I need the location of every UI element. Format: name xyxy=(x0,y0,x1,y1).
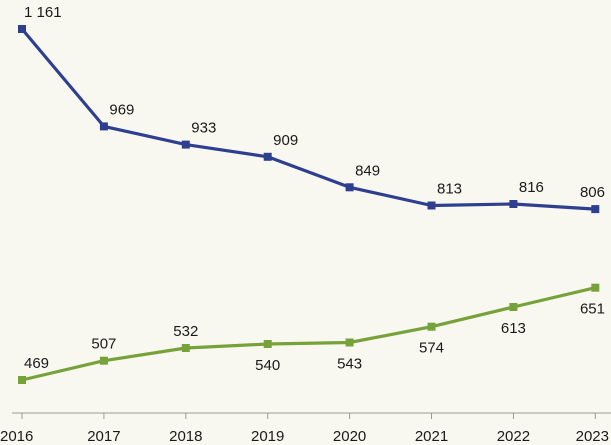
series-2-data-label: 651 xyxy=(580,301,605,318)
series-1-point xyxy=(181,140,190,149)
x-tick-label: 2021 xyxy=(415,428,448,445)
series-1-data-label: 849 xyxy=(355,162,380,179)
series-1-data-label: 909 xyxy=(273,132,298,149)
series-2-point xyxy=(591,283,600,292)
series-1-point xyxy=(509,200,518,208)
x-tick-label: 2023 xyxy=(576,428,609,445)
series-line-2 xyxy=(21,286,596,382)
series-1-data-label: 813 xyxy=(437,181,462,198)
x-tick-label: 2019 xyxy=(251,428,284,445)
x-tick-label: 2020 xyxy=(333,428,366,445)
x-axis: 2016 2017 2018 2019 2020 2021 2022 2023 xyxy=(0,412,611,445)
series-2-point xyxy=(263,340,272,348)
series-2-data-label: 532 xyxy=(173,323,198,340)
x-tick-label: 2018 xyxy=(169,428,202,445)
x-tick-label: 2017 xyxy=(87,428,120,445)
series-1-data-label: 806 xyxy=(580,184,605,201)
series-2-point xyxy=(427,322,436,331)
series-2-point xyxy=(18,376,26,384)
series-1-data-label: 816 xyxy=(519,179,544,196)
x-tick-label: 2022 xyxy=(497,428,530,445)
series-2-data-label: 613 xyxy=(501,320,526,337)
series-layer xyxy=(18,25,600,384)
series-2-data-label: 507 xyxy=(91,336,116,353)
series-1-data-label: 1 161 xyxy=(24,4,62,21)
series-2-point xyxy=(345,338,354,347)
series-1-point xyxy=(427,201,436,210)
series-2-data-label: 574 xyxy=(419,340,444,357)
series-1-point xyxy=(345,183,354,192)
data-labels: 1 161 969 933 909 849 813 816 806 469 507 532 540 54… xyxy=(24,4,605,374)
series-1-point xyxy=(263,152,272,161)
series-1-point xyxy=(591,205,600,214)
series-2-point xyxy=(99,356,108,365)
series-2-data-label: 543 xyxy=(337,356,362,373)
series-1-data-label: 969 xyxy=(109,101,134,118)
series-2-point xyxy=(181,344,190,352)
series-1-data-label: 933 xyxy=(191,120,216,137)
series-2-point xyxy=(509,303,518,311)
series-2-data-label: 469 xyxy=(24,355,49,372)
x-tick-label: 2016 xyxy=(0,428,33,445)
series-1-point xyxy=(99,122,108,131)
series-1-point xyxy=(18,25,26,33)
series-line-1 xyxy=(20,27,596,211)
series-2-data-label: 540 xyxy=(255,357,280,374)
